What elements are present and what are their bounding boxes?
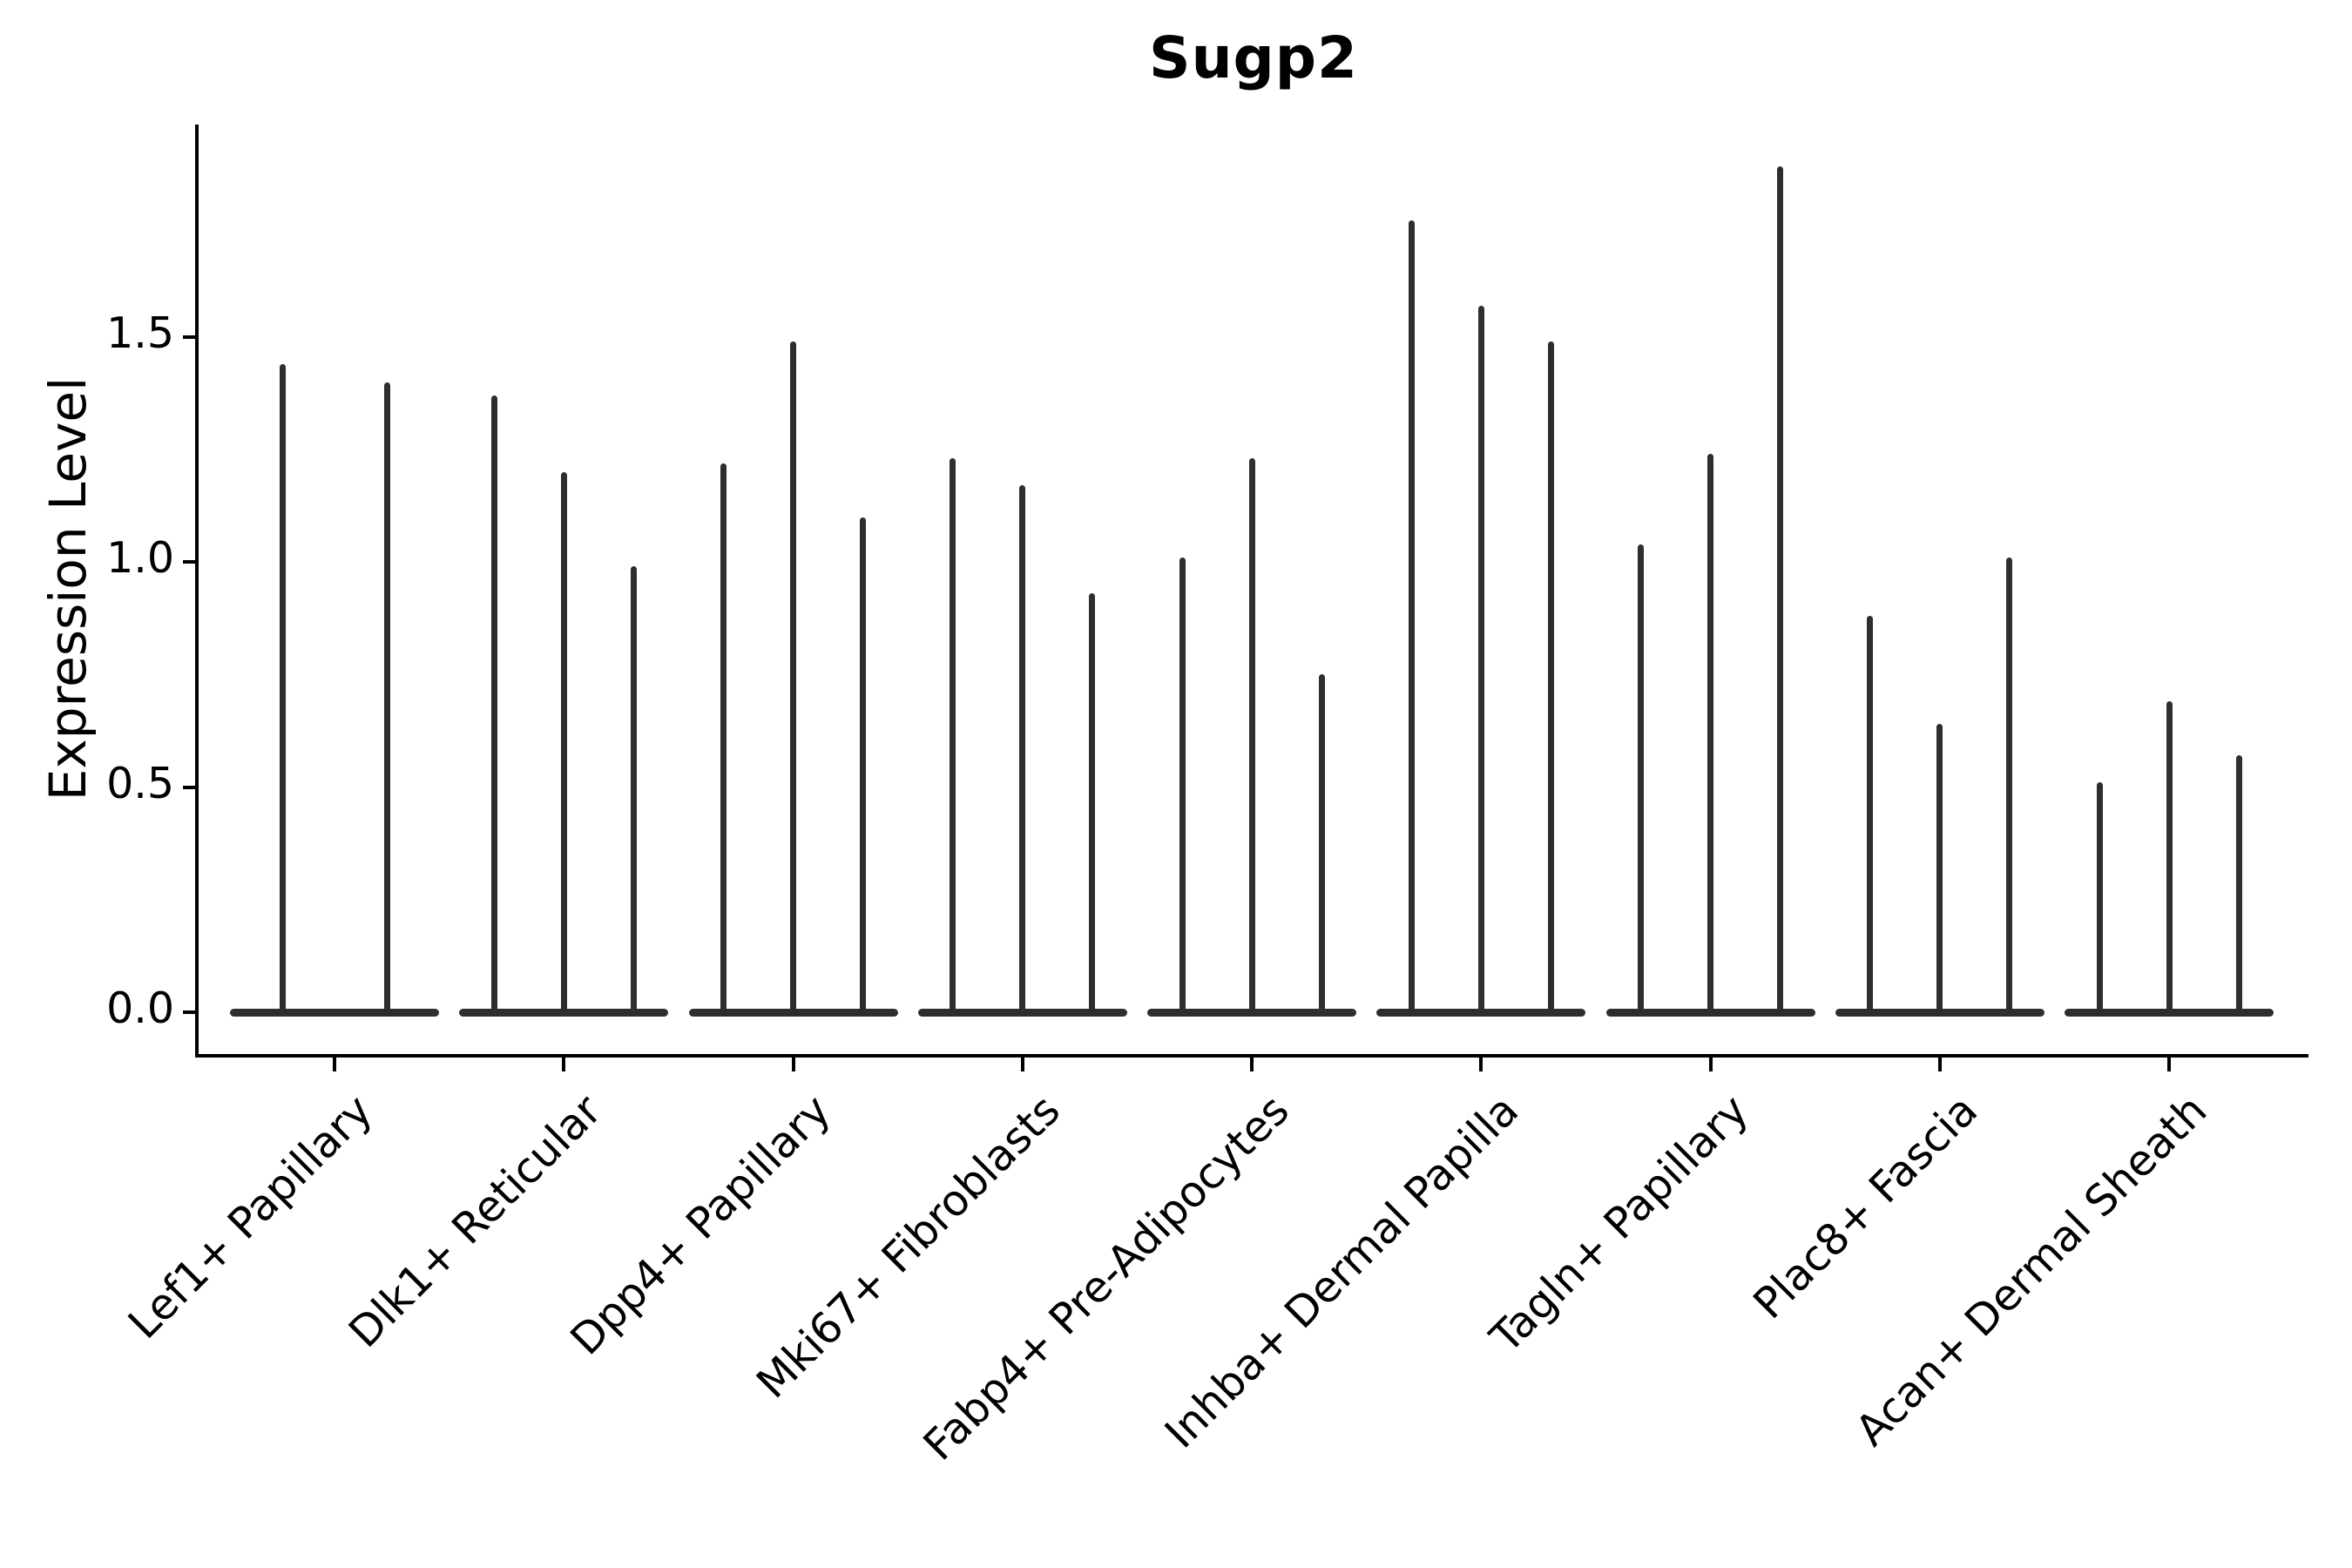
- violin-spike: [2096, 782, 2103, 1017]
- x-tick-mark: [1020, 1058, 1024, 1071]
- x-tick-mark: [1937, 1058, 1942, 1071]
- y-tick-mark: [183, 785, 195, 789]
- x-tick-mark: [2167, 1058, 2171, 1071]
- violin-spike: [950, 458, 956, 1017]
- violin-spike: [490, 395, 497, 1017]
- x-tick-label: Plac8+ Fascia: [1743, 1085, 1988, 1329]
- violin-spike: [860, 517, 866, 1017]
- x-tick-mark: [1479, 1058, 1484, 1071]
- violin-spike: [720, 463, 727, 1017]
- x-tick-label: Dlk1+ Reticular: [339, 1085, 612, 1357]
- y-tick-mark: [183, 335, 195, 339]
- x-tick-mark: [1708, 1058, 1713, 1071]
- x-tick-label: Lef1+ Papillary: [118, 1085, 382, 1349]
- violin-base: [230, 1008, 439, 1017]
- violin-spike: [1019, 485, 1026, 1017]
- y-tick-label: 1.0: [106, 533, 174, 584]
- violin-spike: [630, 566, 637, 1017]
- x-tick-label: Fabp4+ Pre-Adipocytes: [914, 1085, 1300, 1470]
- x-tick-mark: [562, 1058, 566, 1071]
- x-tick-label: Tagln+ Papillary: [1480, 1085, 1758, 1363]
- violin-spike: [1248, 458, 1255, 1017]
- y-tick-label: 0.0: [106, 983, 174, 1033]
- x-tick-mark: [1250, 1058, 1254, 1071]
- violin-spike: [1707, 454, 1713, 1017]
- x-axis-spine: [195, 1054, 2308, 1058]
- violin-spike: [1179, 558, 1186, 1017]
- violin-spike: [1547, 341, 1554, 1017]
- y-axis-label: Expression Level: [38, 376, 98, 801]
- violin-spike: [383, 382, 390, 1017]
- violin-spike: [1638, 544, 1644, 1017]
- y-tick-mark: [183, 1010, 195, 1014]
- plot-title: Sugp2: [1149, 24, 1358, 91]
- violin-spike: [1867, 616, 1874, 1017]
- violin-spike: [790, 341, 796, 1017]
- y-tick-mark: [183, 560, 195, 564]
- violin-spike: [2235, 755, 2242, 1017]
- violin-spike: [279, 363, 286, 1017]
- violin-spike: [1777, 166, 1783, 1017]
- y-axis-spine: [195, 125, 199, 1058]
- x-tick-mark: [333, 1058, 336, 1071]
- y-tick-label: 1.5: [106, 308, 174, 358]
- violin-spike: [1477, 305, 1484, 1017]
- violin-spike: [2166, 701, 2173, 1017]
- y-tick-label: 0.5: [106, 758, 174, 808]
- violin-spike: [1318, 674, 1325, 1017]
- violin-spike: [1408, 220, 1415, 1017]
- violin-spike: [1936, 724, 1943, 1017]
- violin-spike: [2006, 558, 2013, 1017]
- violin-spike: [560, 471, 567, 1017]
- x-tick-mark: [791, 1058, 795, 1071]
- violin-spike: [1089, 593, 1096, 1017]
